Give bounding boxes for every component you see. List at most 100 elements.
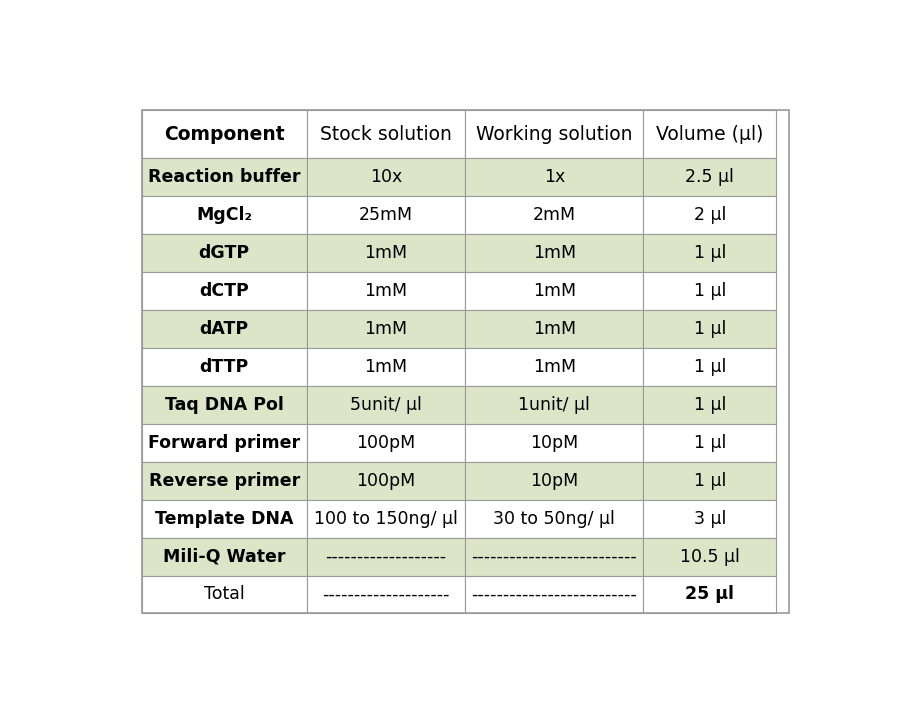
Bar: [142, 386, 307, 424]
Text: 1mM: 1mM: [533, 282, 576, 300]
Bar: [142, 310, 307, 348]
Text: Component: Component: [163, 125, 284, 144]
Bar: [465, 196, 644, 234]
Bar: [142, 348, 307, 386]
Bar: [142, 272, 307, 310]
Bar: [465, 424, 644, 462]
Text: 1 μl: 1 μl: [694, 433, 725, 452]
Text: MgCl₂: MgCl₂: [196, 206, 252, 224]
Bar: [307, 424, 465, 462]
Text: -------------------: -------------------: [325, 548, 447, 565]
Bar: [644, 462, 776, 500]
Text: 1mM: 1mM: [533, 244, 576, 262]
Text: 10pM: 10pM: [530, 472, 578, 490]
Bar: [465, 234, 644, 272]
Bar: [307, 538, 465, 575]
Text: Total: Total: [203, 585, 244, 603]
Text: 1mM: 1mM: [364, 320, 408, 338]
Bar: [142, 424, 307, 462]
Bar: [142, 500, 307, 538]
Text: 1 μl: 1 μl: [694, 472, 725, 490]
Text: 100pM: 100pM: [357, 472, 416, 490]
Text: 1 μl: 1 μl: [694, 244, 725, 262]
Bar: [307, 111, 465, 159]
Bar: [644, 196, 776, 234]
Text: Stock solution: Stock solution: [321, 125, 452, 144]
Text: 25 μl: 25 μl: [686, 585, 735, 603]
Text: --------------------------: --------------------------: [471, 548, 637, 565]
Text: 2mM: 2mM: [533, 206, 576, 224]
Text: dATP: dATP: [200, 320, 249, 338]
Bar: [465, 159, 644, 196]
Text: Template DNA: Template DNA: [155, 510, 293, 528]
Bar: [465, 310, 644, 348]
Bar: [142, 159, 307, 196]
Bar: [644, 111, 776, 159]
Bar: [465, 538, 644, 575]
Text: Working solution: Working solution: [476, 125, 633, 144]
Text: 1 μl: 1 μl: [694, 282, 725, 300]
Bar: [465, 348, 644, 386]
Text: 1mM: 1mM: [364, 282, 408, 300]
Bar: [465, 462, 644, 500]
Bar: [142, 575, 307, 613]
Bar: [307, 575, 465, 613]
Bar: [465, 272, 644, 310]
Bar: [142, 111, 307, 159]
Text: 1unit/ μl: 1unit/ μl: [518, 396, 590, 414]
Bar: [307, 310, 465, 348]
Text: 25mM: 25mM: [359, 206, 413, 224]
Text: 3 μl: 3 μl: [694, 510, 725, 528]
Text: 10.5 μl: 10.5 μl: [680, 548, 740, 565]
Text: 1 μl: 1 μl: [694, 320, 725, 338]
Bar: [465, 575, 644, 613]
Bar: [465, 386, 644, 424]
Text: dGTP: dGTP: [199, 244, 250, 262]
Text: 1mM: 1mM: [533, 358, 576, 376]
Bar: [142, 196, 307, 234]
Text: Taq DNA Pol: Taq DNA Pol: [164, 396, 283, 414]
Bar: [644, 500, 776, 538]
Text: Forward primer: Forward primer: [148, 433, 301, 452]
Text: Mili-Q Water: Mili-Q Water: [163, 548, 285, 565]
Text: 10x: 10x: [370, 169, 402, 186]
Text: 10pM: 10pM: [530, 433, 578, 452]
Bar: [644, 310, 776, 348]
Bar: [307, 386, 465, 424]
Bar: [465, 111, 644, 159]
Text: dTTP: dTTP: [200, 358, 249, 376]
Text: 2.5 μl: 2.5 μl: [686, 169, 735, 186]
Bar: [644, 272, 776, 310]
Text: --------------------------: --------------------------: [471, 585, 637, 603]
Bar: [644, 538, 776, 575]
Text: 2 μl: 2 μl: [694, 206, 725, 224]
Bar: [307, 234, 465, 272]
Text: 1mM: 1mM: [533, 320, 576, 338]
Bar: [307, 462, 465, 500]
Bar: [307, 348, 465, 386]
Text: Reaction buffer: Reaction buffer: [148, 169, 301, 186]
Text: 1 μl: 1 μl: [694, 396, 725, 414]
Text: 1mM: 1mM: [364, 358, 408, 376]
Bar: [644, 424, 776, 462]
Bar: [307, 159, 465, 196]
Text: --------------------: --------------------: [322, 585, 449, 603]
Bar: [307, 500, 465, 538]
Bar: [307, 196, 465, 234]
Text: 1mM: 1mM: [364, 244, 408, 262]
Bar: [644, 348, 776, 386]
Bar: [644, 575, 776, 613]
Bar: [307, 272, 465, 310]
Text: 100pM: 100pM: [357, 433, 416, 452]
Bar: [644, 386, 776, 424]
Text: 100 to 150ng/ μl: 100 to 150ng/ μl: [314, 510, 458, 528]
Text: 1 μl: 1 μl: [694, 358, 725, 376]
Text: 5unit/ μl: 5unit/ μl: [350, 396, 422, 414]
Bar: [142, 462, 307, 500]
Text: 1x: 1x: [544, 169, 565, 186]
Bar: [644, 159, 776, 196]
Bar: [644, 234, 776, 272]
Bar: [142, 234, 307, 272]
Text: dCTP: dCTP: [200, 282, 249, 300]
Text: Volume (μl): Volume (μl): [656, 125, 764, 144]
